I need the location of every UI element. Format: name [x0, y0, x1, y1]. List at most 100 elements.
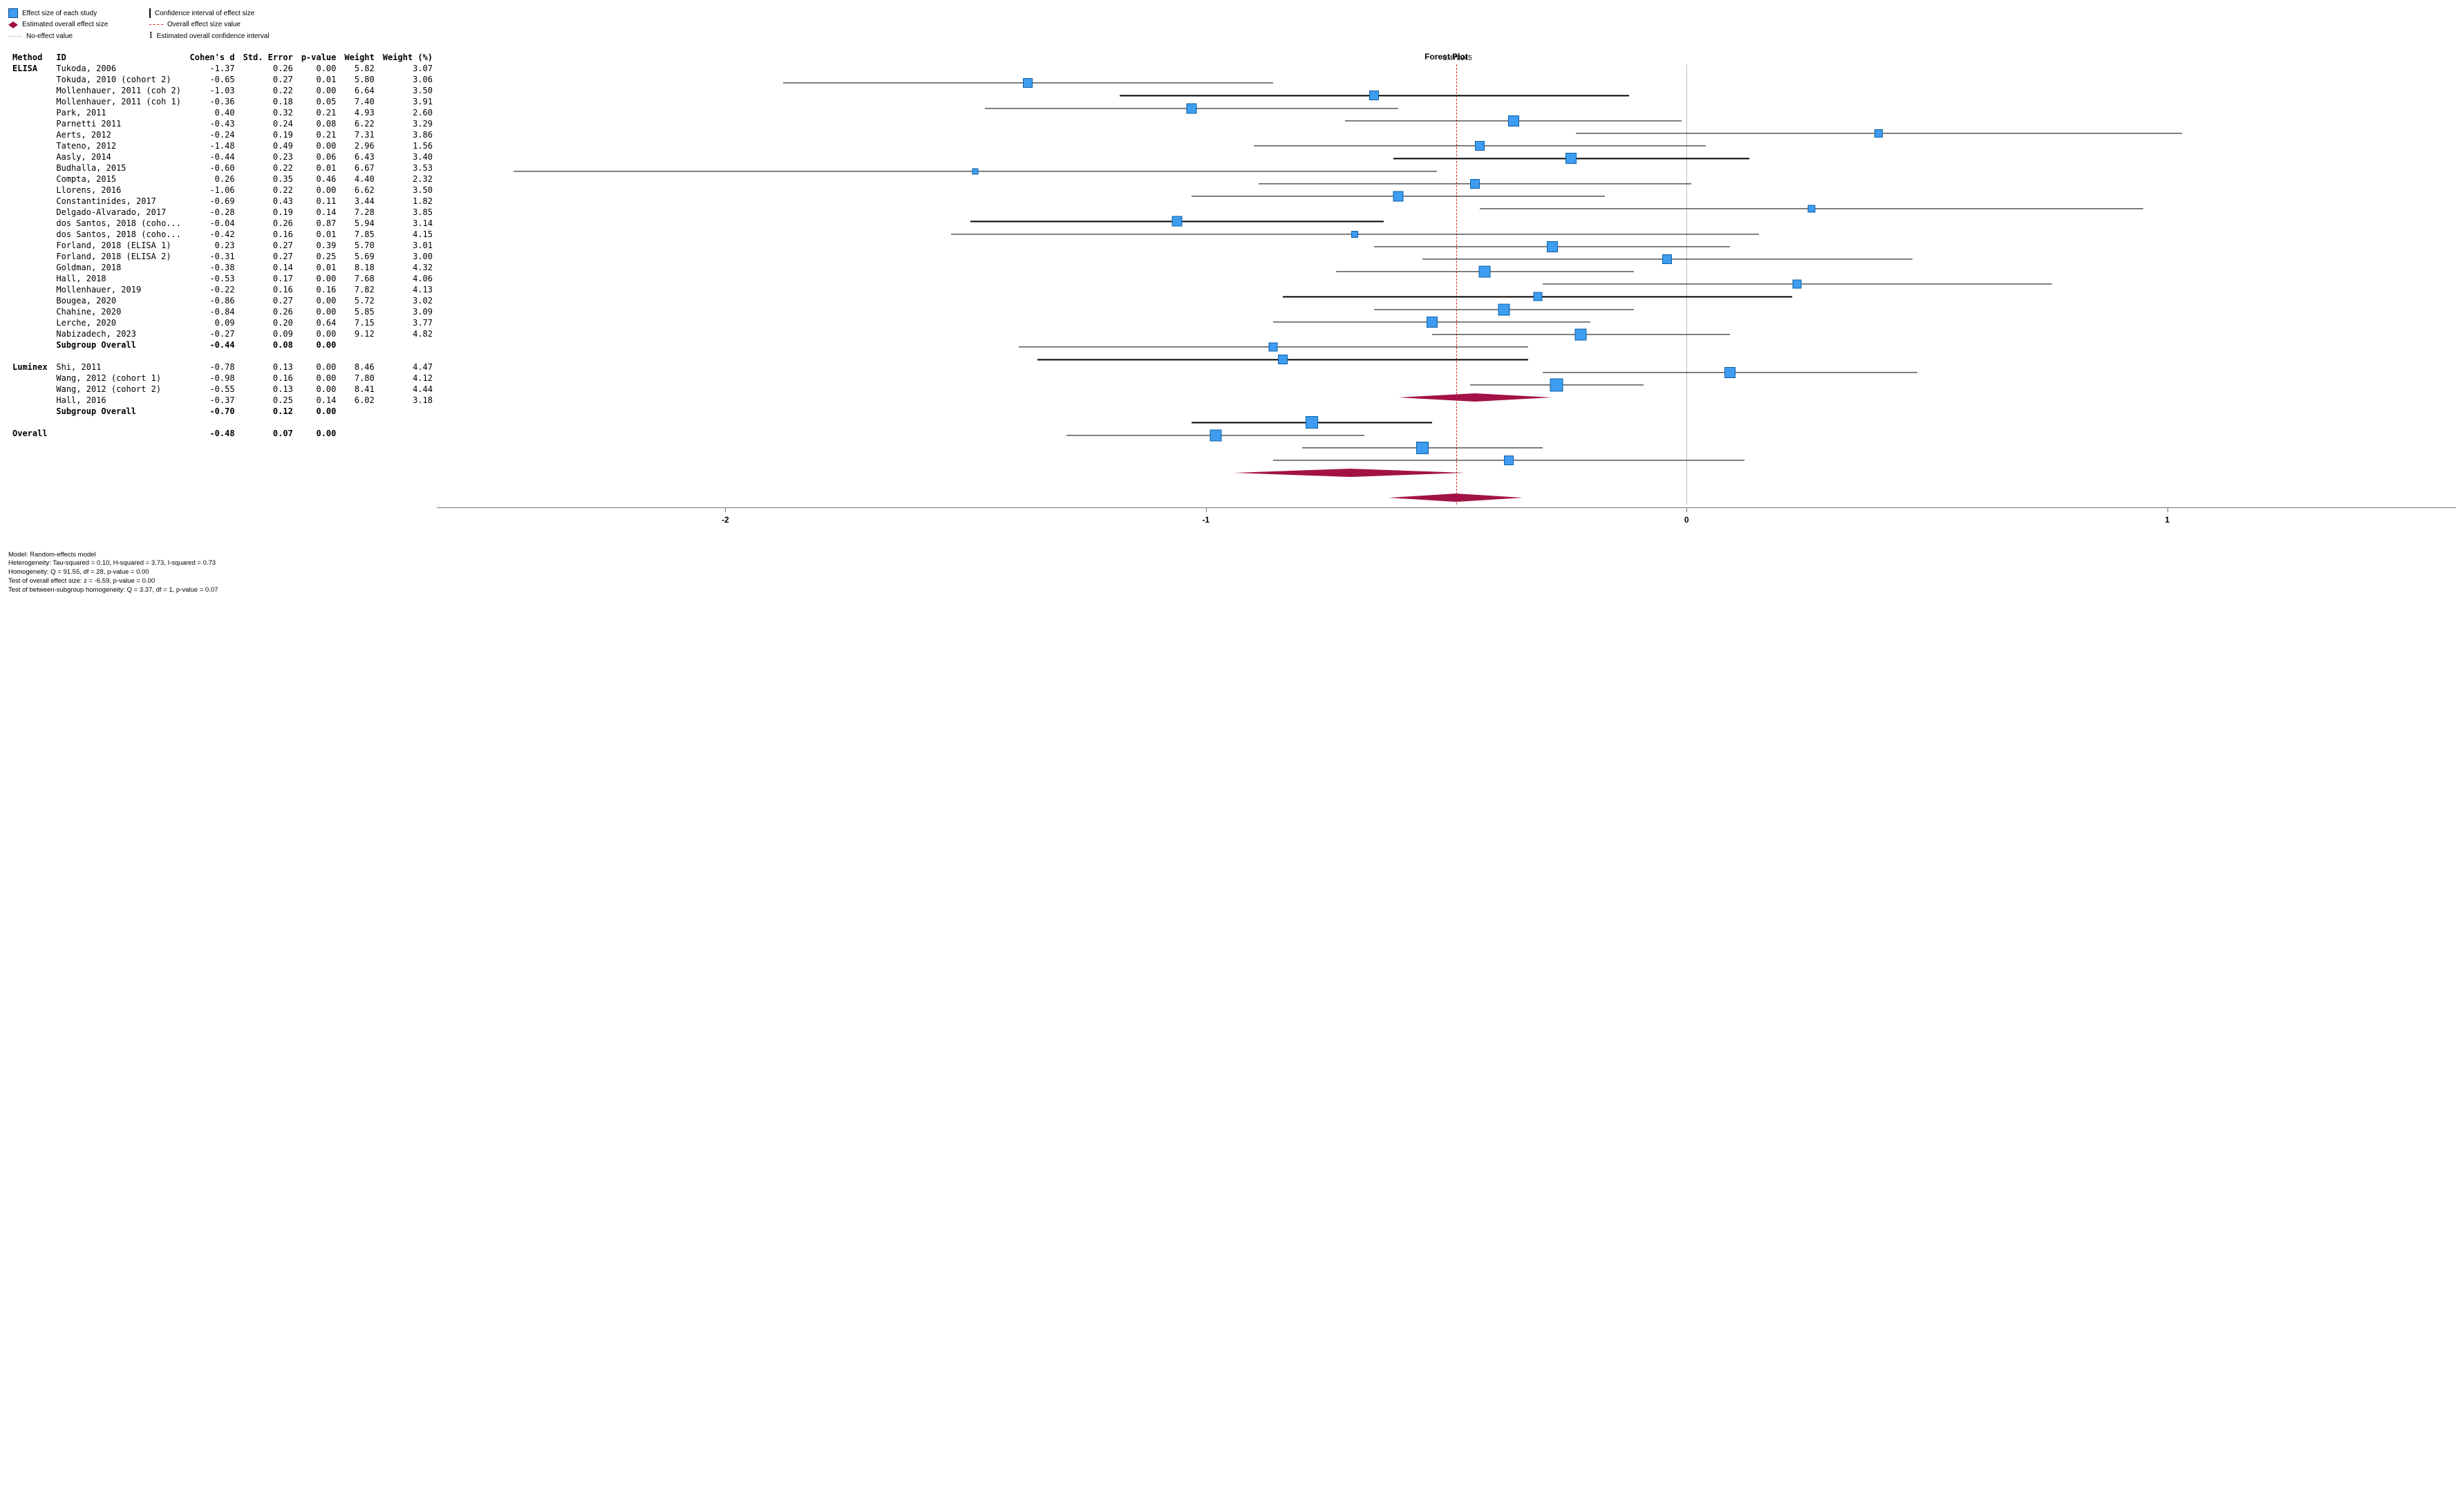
- plot-study-row: [437, 140, 2456, 152]
- summary-row: Subgroup Overall-0.700.120.00: [8, 406, 437, 417]
- study-row: Hall, 2018-0.530.170.007.684.06: [8, 273, 437, 284]
- plot-study-row: [437, 290, 2456, 303]
- study-box: [1210, 429, 1221, 441]
- study-box: [1278, 355, 1288, 364]
- study-box: [1186, 103, 1196, 113]
- footer-line: Homogeneity: Q = 91.55, df = 28, p-value…: [8, 568, 2456, 577]
- dashed-line-icon: [149, 24, 163, 25]
- data-table: MethodIDCohen's dStd. Errorp-valueWeight…: [8, 52, 437, 439]
- plot-blank-row: [437, 404, 2456, 416]
- study-row: ELISATukoda, 2006-1.370.260.005.823.07: [8, 63, 437, 74]
- study-box: [972, 168, 978, 174]
- plot-study-row: [437, 328, 2456, 341]
- axis-area: -2-101: [437, 507, 2456, 536]
- footer-line: Heterogeneity: Tau-squared = 0.10, H-squ…: [8, 559, 2456, 568]
- footer-line: Test of overall effect size: z = -6.59, …: [8, 577, 2456, 586]
- study-row: Delgado-Alvarado, 2017-0.280.190.147.283…: [8, 207, 437, 218]
- study-box: [1808, 205, 1816, 213]
- whisker-icon: I: [149, 31, 153, 41]
- ci-bar-icon: [149, 8, 151, 18]
- study-row: Nabizadech, 2023-0.270.090.009.124.82: [8, 328, 437, 339]
- plot-study-row: [437, 429, 2456, 441]
- study-row: Bougea, 2020-0.860.270.005.723.02: [8, 295, 437, 306]
- plot-study-row: [437, 127, 2456, 140]
- study-box: [1369, 91, 1379, 100]
- study-row: Tateno, 2012-1.480.490.002.961.56: [8, 140, 437, 151]
- summary-diamond: [1398, 393, 1552, 402]
- axis-tick-label: 1: [2165, 515, 2170, 525]
- study-box: [1393, 191, 1403, 201]
- axis-tick-label: -1: [1202, 515, 1210, 525]
- plot-study-row: [437, 454, 2456, 467]
- study-box: [1565, 153, 1577, 164]
- plot-study-row: [437, 165, 2456, 178]
- study-box: [1498, 303, 1510, 315]
- plot-study-row: [437, 316, 2456, 328]
- study-box: [1172, 216, 1183, 227]
- plot-study-row: [437, 77, 2456, 89]
- study-row: Compta, 2015 0.260.350.464.402.32: [8, 174, 437, 185]
- axis-tick: [2167, 508, 2168, 512]
- plot-study-row: [437, 215, 2456, 227]
- study-row: Mollenhauer, 2011 (coh 2)-1.030.220.006.…: [8, 85, 437, 96]
- plot-header-spacer: [437, 64, 2456, 77]
- study-row: Constantinides, 2017-0.690.430.113.441.8…: [8, 196, 437, 207]
- study-row: Budhalla, 2015-0.600.220.016.673.53: [8, 162, 437, 174]
- legend-no-effect: No-effect value: [26, 32, 73, 40]
- plot-study-row: [437, 203, 2456, 215]
- study-box: [1724, 367, 1736, 378]
- study-row: Aerts, 2012-0.240.190.217.313.86: [8, 129, 437, 140]
- diamond-icon: [8, 21, 18, 28]
- square-icon: [8, 8, 18, 18]
- study-box: [1504, 456, 1514, 465]
- study-row: Lerche, 2020 0.090.200.647.153.77: [8, 317, 437, 328]
- study-box: [1475, 141, 1485, 151]
- axis-tick: [725, 508, 726, 512]
- plot-study-row: [437, 115, 2456, 127]
- study-box: [1533, 292, 1542, 301]
- study-row: dos Santos, 2018 (coho...-0.420.160.017.…: [8, 229, 437, 240]
- plot-title: Forest Plot: [437, 52, 2456, 62]
- study-box: [1416, 442, 1429, 454]
- legend-overall-value: Overall effect size value: [167, 21, 241, 28]
- plot-study-row: [437, 442, 2456, 454]
- study-row: Tokuda, 2010 (cohort 2)-0.650.270.015.80…: [8, 74, 437, 85]
- study-box: [1470, 179, 1480, 189]
- study-row: Aasly, 2014-0.440.230.066.433.40: [8, 151, 437, 162]
- blank-row: [8, 350, 437, 362]
- study-row: Mollenhauer, 2019-0.220.160.167.824.13: [8, 284, 437, 295]
- study-row: Chahine, 2020-0.840.260.005.853.09: [8, 306, 437, 317]
- study-box: [1793, 280, 1802, 289]
- plot-study-row: [437, 190, 2456, 203]
- plot-study-row: [437, 102, 2456, 115]
- plot-summary-row: [437, 467, 2456, 479]
- plot-study-row: [437, 341, 2456, 353]
- blank-row: [8, 417, 437, 428]
- plot-study-row: [437, 416, 2456, 429]
- study-row: Park, 2011 0.400.320.214.932.60: [8, 107, 437, 118]
- plot-study-row: [437, 366, 2456, 379]
- gray-line-icon: [8, 36, 22, 37]
- summary-diamond: [1389, 494, 1523, 502]
- plot-blank-row: [437, 479, 2456, 491]
- study-box: [1306, 416, 1318, 429]
- plot-study-row: [437, 227, 2456, 240]
- study-row: Wang, 2012 (cohort 2)-0.550.130.008.414.…: [8, 384, 437, 395]
- study-row: LuminexShi, 2011-0.780.130.008.464.47: [8, 362, 437, 373]
- legend-overall-ci: Estimated overall confidence interval: [157, 32, 270, 40]
- axis-tick: [1206, 508, 1207, 512]
- legend-overall-effect: Estimated overall effect size: [22, 21, 108, 28]
- study-box: [1550, 378, 1563, 391]
- legend-effect-study: Effect size of each study: [22, 10, 97, 17]
- footer-line: Test of between-subgroup homogeneity: Q …: [8, 586, 2456, 595]
- footer-notes: Model: Random-effects modelHeterogeneity…: [8, 551, 2456, 595]
- study-row: Parnetti 2011-0.430.240.086.223.29: [8, 118, 437, 129]
- axis-tick-label: 0: [1684, 515, 1689, 525]
- study-box: [1508, 115, 1519, 126]
- legend: Effect size of each study Confidence int…: [8, 8, 2456, 41]
- plot-study-row: [437, 253, 2456, 265]
- forest-plot-panel: Forest Plot -0.478945 -2-101: [437, 52, 2456, 536]
- study-row: Forland, 2018 (ELISA 2)-0.310.270.255.69…: [8, 251, 437, 262]
- summary-row: Subgroup Overall-0.440.080.00: [8, 339, 437, 350]
- legend-ci-effect: Confidence interval of effect size: [155, 10, 254, 17]
